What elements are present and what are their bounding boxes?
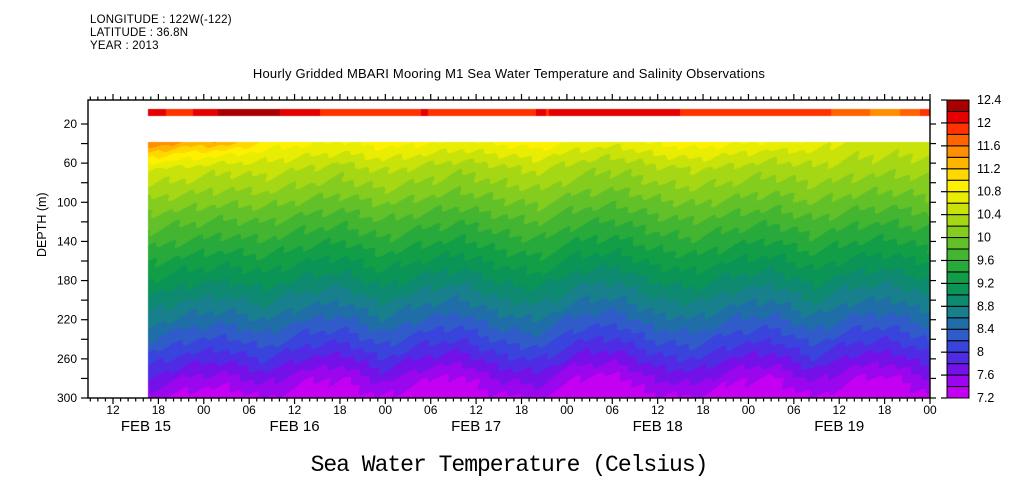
colorbar-cell: [946, 122, 970, 135]
colorbar-tick-label: 7.2: [977, 391, 994, 405]
colorbar-cell: [946, 202, 970, 216]
x-axis-hour-label: 00: [379, 403, 393, 417]
colorbar-tick-label: 10: [977, 231, 991, 245]
colorbar-cell: [946, 214, 970, 227]
x-axis-hour-label: 06: [242, 403, 256, 417]
colorbar-cell: [946, 340, 970, 353]
colorbar-tick-label: 12: [977, 116, 991, 130]
colorbar-cell: [946, 168, 970, 181]
colorbar-cell: [946, 259, 970, 273]
colorbar-cell: [946, 374, 970, 388]
colorbar-tick-label: 8: [977, 345, 984, 359]
plot-frame: [87, 99, 931, 399]
x-axis-hour-label: 00: [560, 403, 574, 417]
x-axis-hour-label: 18: [696, 403, 710, 417]
colorbar-cell: [946, 179, 970, 193]
plot-title: Hourly Gridded MBARI Mooring M1 Sea Wate…: [252, 66, 766, 81]
header-longitude: LONGITUDE : 122W(-122): [90, 14, 232, 26]
x-axis-day-label: FEB 15: [121, 418, 171, 435]
header-latitude: LATITUDE : 36.8N: [90, 27, 189, 39]
colorbar-tick-label: 11.2: [977, 162, 1000, 176]
y-axis-tick-label: 260: [57, 352, 77, 366]
colorbar-cell: [946, 386, 970, 399]
colorbar-cell: [946, 191, 970, 204]
colorbar-cell: [946, 133, 970, 147]
y-axis-tick-label: 60: [64, 156, 78, 170]
colorbar-cell: [946, 225, 970, 239]
colorbar-tick-label: 9.2: [977, 276, 994, 290]
colorbar-tick-label: 10.8: [977, 185, 1001, 199]
colorbar-tick-label: 8.8: [977, 299, 994, 313]
colorbar-tick-label: 10.4: [977, 208, 1001, 222]
x-axis-day-label: FEB 18: [633, 418, 683, 435]
colorbar-cell: [946, 237, 970, 250]
y-axis-tick-label: 20: [64, 117, 78, 131]
colorbar-cell: [946, 305, 970, 319]
x-axis-hour-label: 12: [833, 403, 847, 417]
colorbar-cell: [946, 282, 970, 296]
colorbar-tick-label: 12.4: [977, 93, 1001, 107]
colorbar-cell: [946, 351, 970, 365]
y-axis-tick-label: 100: [57, 195, 77, 209]
x-axis-day-label: FEB 17: [451, 418, 501, 435]
x-axis-hour-label: 18: [515, 403, 529, 417]
header-year: YEAR : 2013: [90, 40, 159, 52]
x-axis-hour-label: 06: [787, 403, 801, 417]
colorbar-tick-label: 11.6: [977, 139, 1000, 153]
x-axis-day-label: FEB 19: [814, 418, 864, 435]
y-axis-tick-label: 220: [57, 313, 77, 327]
colorbar-cell: [946, 99, 970, 112]
colorbar-cell: [946, 328, 970, 342]
colorbar-cell: [946, 248, 970, 261]
colorbar-cell: [946, 145, 970, 158]
x-axis-hour-label: 12: [651, 403, 665, 417]
x-axis-hour-label: 18: [152, 403, 166, 417]
contour-canvas: [88, 100, 930, 398]
colorbar-cell: [946, 294, 970, 307]
colorbar-cell: [946, 363, 970, 376]
x-axis-hour-label: 12: [288, 403, 302, 417]
y-axis-tick-label: 140: [57, 234, 77, 248]
x-axis-hour-label: 12: [469, 403, 483, 417]
x-axis-hour-label: 06: [424, 403, 438, 417]
colorbar-tick-label: 8.4: [977, 322, 994, 336]
y-axis-tick-label: 180: [57, 274, 77, 288]
y-axis-tick-label: 300: [57, 391, 77, 405]
header-info: LONGITUDE : 122W(-122) LATITUDE : 36.8N …: [90, 14, 232, 53]
colorbar-cell: [946, 110, 970, 124]
colorbar-cell: [946, 271, 970, 284]
colorbar-cell: [946, 317, 970, 330]
x-axis-hour-label: 00: [197, 403, 211, 417]
figure-caption: Sea Water Temperature (Celsius): [310, 452, 709, 478]
x-axis-hour-label: 12: [106, 403, 120, 417]
x-axis-hour-label: 00: [742, 403, 756, 417]
x-axis-hour-label: 00: [923, 403, 937, 417]
colorbar-tick-label: 7.6: [977, 368, 994, 382]
y-axis-title: DEPTH (m): [35, 192, 49, 257]
colorbar-tick-label: 9.6: [977, 253, 994, 267]
x-axis-hour-label: 18: [878, 403, 892, 417]
x-axis-hour-label: 18: [333, 403, 347, 417]
colorbar-cell: [946, 156, 970, 170]
x-axis-hour-label: 06: [606, 403, 620, 417]
x-axis-day-label: FEB 16: [270, 418, 320, 435]
